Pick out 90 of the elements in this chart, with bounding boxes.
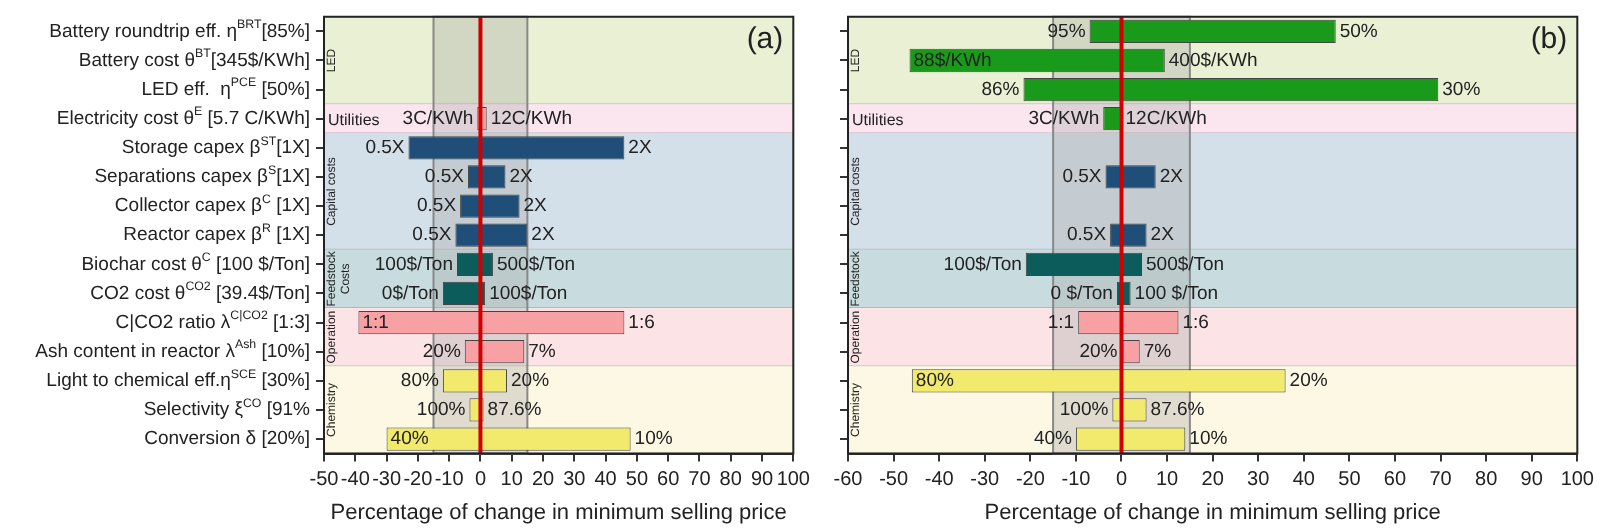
annotation: 500$/Ton	[496, 253, 576, 276]
x-tick-label: -30	[372, 469, 402, 492]
x-tick-label: 50	[1338, 469, 1362, 492]
x-tick-label: -60	[833, 469, 864, 492]
x-tick-label: -20	[403, 469, 434, 492]
x-tick-label: -50	[309, 469, 340, 492]
annotation: 95%	[1047, 20, 1087, 43]
x-tick-label: 40	[594, 469, 618, 492]
annotation: 10%	[634, 428, 674, 451]
annotation: 2X	[1159, 166, 1185, 189]
x-tick-label: 10	[1155, 469, 1180, 492]
x-tick-label: -40	[924, 469, 955, 492]
annotation: 100%	[416, 399, 467, 422]
x-tick-label: 90	[750, 469, 775, 492]
x-tick-label: 60	[1383, 469, 1407, 492]
annotation: 1:6	[1182, 311, 1209, 334]
x-tick-label: 80	[719, 469, 743, 492]
x-tick-label: 40	[1292, 469, 1316, 492]
x-tick-label: 50	[625, 469, 649, 492]
x-tick-label: 0	[474, 469, 487, 492]
annotation: 1:6	[628, 311, 655, 334]
annotation: 0$/Ton	[381, 282, 439, 305]
x-tick-label: 70	[1429, 469, 1453, 492]
annotation: 87.6%	[487, 399, 543, 422]
annotation: 3C/KWh	[1028, 107, 1100, 130]
annotation: 0.5X	[365, 137, 406, 160]
x-tick-label: 80	[1475, 469, 1499, 492]
x-tick-label: 70	[688, 469, 712, 492]
annotation: 12C/KWh	[490, 107, 573, 130]
annotation: 88$/KWh	[913, 49, 992, 72]
annotation: 0.5X	[412, 224, 453, 247]
annotation: 100 $/Ton	[1134, 282, 1219, 305]
annotation: 30%	[1442, 78, 1482, 101]
band-label: Utilities	[328, 111, 380, 130]
x-axis-title: Percentage of change in minimum selling price	[330, 500, 787, 525]
annotation: 2X	[628, 137, 653, 160]
annotation: 0.5X	[424, 166, 466, 189]
annotation: 50%	[1339, 20, 1379, 43]
annotation: 80%	[915, 370, 955, 393]
x-tick-label: 20	[531, 469, 556, 492]
annotation: 20%	[422, 340, 462, 363]
annotation: 1:1	[1047, 311, 1075, 334]
annotation: 40%	[1033, 428, 1074, 451]
annotation: 86%	[981, 78, 1021, 101]
x-tick-label: 10	[500, 469, 524, 492]
annotation: 12C/KWh	[1125, 107, 1207, 130]
annotation: 2X	[531, 224, 556, 247]
x-tick-label: -10	[434, 469, 465, 492]
x-tick-label: -40	[340, 469, 371, 492]
annotation: 2X	[1150, 224, 1176, 247]
annotation: (b)	[1530, 22, 1568, 57]
annotation: 10%	[1189, 428, 1229, 451]
annotation: 400$/KWh	[1168, 49, 1258, 72]
annotation: 100$/Ton	[374, 253, 453, 276]
annotation: 100%	[1059, 399, 1110, 422]
annotation: 20%	[1289, 370, 1329, 393]
x-tick-label: 30	[1247, 469, 1271, 492]
annotation: 3C/KWh	[402, 107, 474, 130]
x-tick-label: 0	[1115, 469, 1128, 492]
annotation: (a)	[746, 22, 784, 57]
annotation: 0.5X	[1067, 224, 1108, 247]
x-tick-label: 100	[776, 469, 811, 492]
annotation: 40%	[390, 428, 430, 451]
x-axis-title: Percentage of change in minimum selling price	[984, 500, 1441, 525]
x-tick-label: -30	[970, 469, 1001, 492]
x-tick-label: -50	[879, 469, 909, 492]
x-tick-label: 30	[563, 469, 587, 492]
annotation: 2X	[509, 166, 535, 189]
annotation: 0.5X	[417, 195, 458, 218]
annotation: 87.6%	[1150, 399, 1206, 422]
annotation: 500$/Ton	[1146, 253, 1225, 276]
annotation: 100$/Ton	[489, 282, 568, 305]
annotation: 7%	[1143, 340, 1173, 363]
x-tick-label: 100	[1560, 469, 1595, 492]
x-tick-label: 60	[657, 469, 681, 492]
annotation: 0 $/Ton	[1050, 282, 1113, 305]
y-tick-label: Conversion δ [20%]	[144, 428, 311, 451]
x-tick-label: 20	[1201, 469, 1225, 492]
annotation: 80%	[400, 370, 440, 393]
annotation: 1:1	[362, 311, 389, 334]
x-tick-label: -20	[1015, 469, 1046, 492]
band-label: Utilities	[852, 111, 904, 130]
annotation: 100$/Ton	[943, 253, 1022, 276]
annotation: 2X	[523, 195, 549, 218]
x-tick-label: 90	[1520, 469, 1544, 492]
annotation: 7%	[528, 340, 557, 363]
x-tick-label: -10	[1061, 469, 1092, 492]
annotation: 0.5X	[1062, 166, 1103, 189]
annotation: 20%	[1079, 340, 1119, 363]
annotation: 20%	[511, 370, 551, 393]
